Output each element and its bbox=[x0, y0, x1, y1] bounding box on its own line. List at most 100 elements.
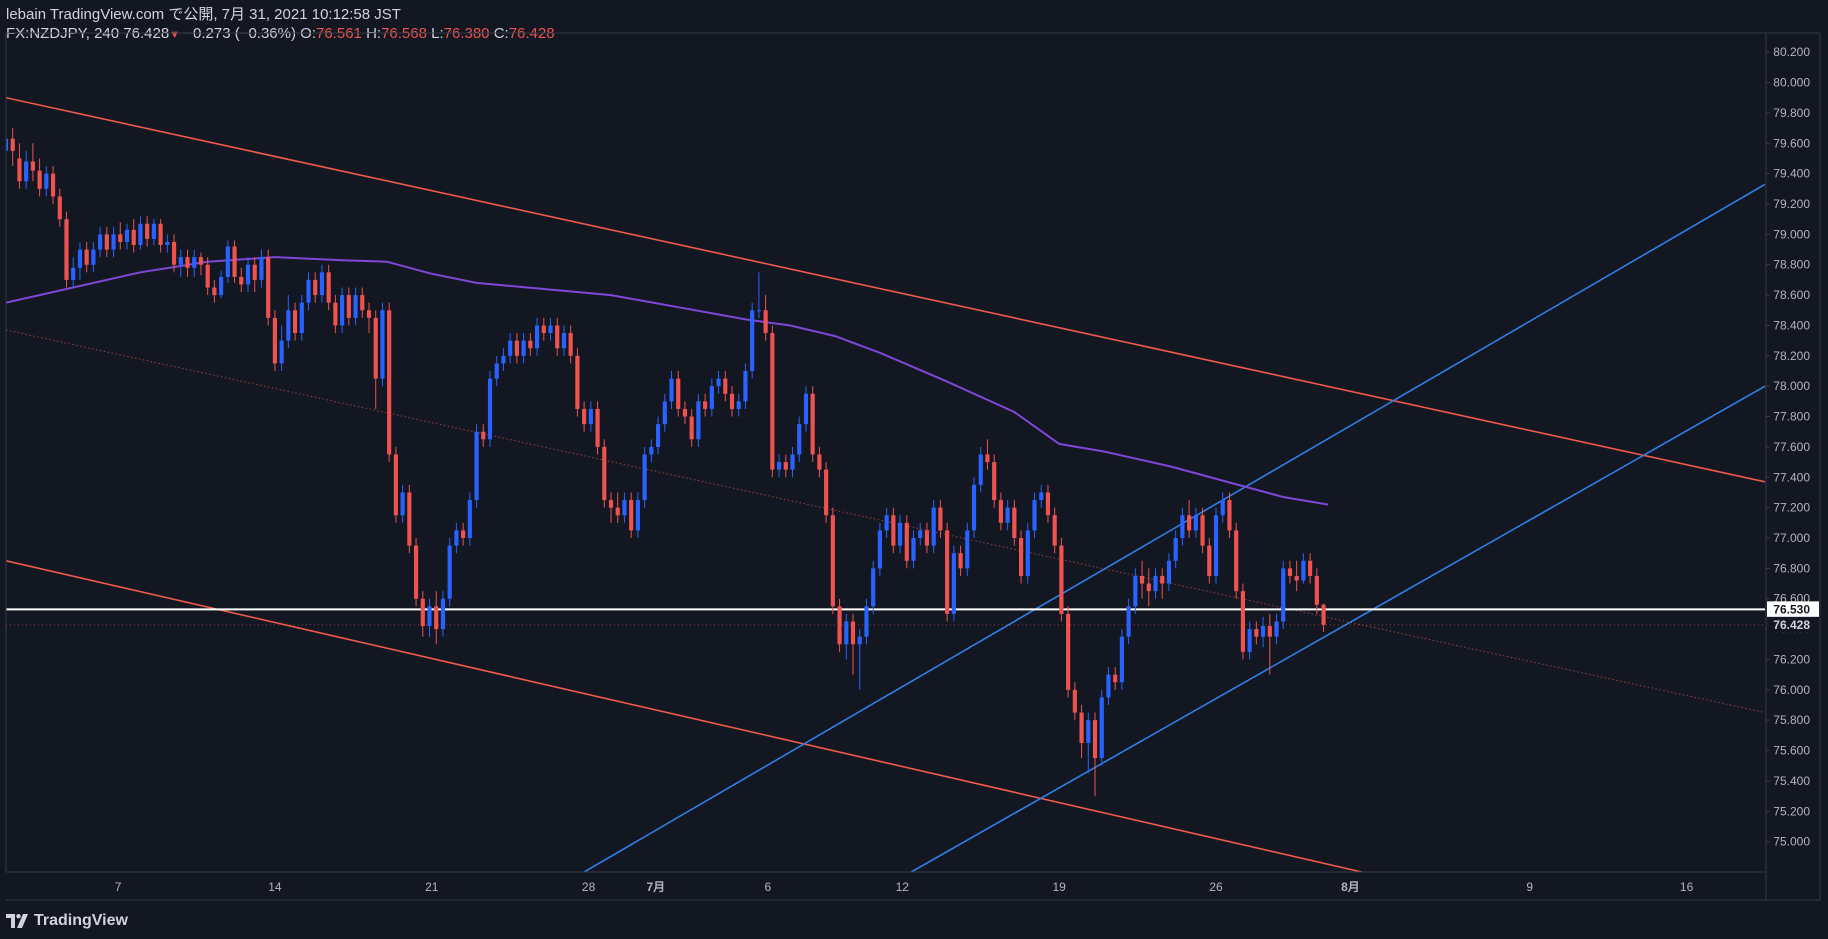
candle-body bbox=[279, 340, 284, 364]
candle bbox=[259, 249, 264, 288]
candle-body bbox=[1012, 507, 1017, 538]
candle bbox=[931, 500, 936, 554]
y-tick-label: 77.400 bbox=[1773, 470, 1810, 484]
candle bbox=[326, 264, 331, 311]
candle-body bbox=[286, 310, 291, 341]
candle bbox=[104, 226, 109, 258]
candle bbox=[373, 310, 378, 409]
candle bbox=[750, 302, 755, 379]
candle-body bbox=[1153, 575, 1158, 592]
candle bbox=[37, 158, 42, 197]
candle-body bbox=[266, 257, 271, 318]
candle bbox=[1052, 507, 1057, 554]
candle-body bbox=[1106, 674, 1111, 698]
candle bbox=[1301, 553, 1306, 584]
candle-body bbox=[871, 568, 876, 607]
candle bbox=[286, 295, 291, 349]
candle bbox=[1267, 613, 1272, 675]
candle-body bbox=[37, 170, 42, 189]
x-tick-label: 8月 bbox=[1341, 880, 1360, 894]
candle-body bbox=[992, 462, 997, 501]
candle bbox=[84, 241, 89, 273]
candle-body bbox=[608, 500, 614, 508]
candle-body bbox=[98, 234, 103, 250]
candle-body bbox=[252, 264, 257, 280]
x-tick-label: 28 bbox=[582, 880, 596, 894]
candle bbox=[380, 302, 385, 387]
candle-body bbox=[1193, 515, 1198, 531]
candle bbox=[575, 348, 580, 417]
candle bbox=[1106, 667, 1111, 705]
tradingview-footer[interactable]: TradingView bbox=[6, 910, 128, 932]
brand-name: TradingView bbox=[34, 912, 128, 929]
candle bbox=[1133, 568, 1138, 614]
candle bbox=[185, 249, 190, 277]
candle-body bbox=[602, 446, 607, 501]
candle-body bbox=[346, 295, 351, 318]
candle bbox=[971, 477, 977, 538]
candle bbox=[985, 439, 990, 470]
candle bbox=[884, 507, 889, 538]
candle bbox=[219, 270, 224, 299]
candle bbox=[313, 272, 318, 303]
candle bbox=[904, 515, 909, 569]
candle-body bbox=[192, 257, 197, 268]
candle-body bbox=[931, 507, 936, 546]
candle-body bbox=[1146, 583, 1151, 592]
candle bbox=[662, 393, 667, 432]
candle bbox=[857, 629, 862, 690]
candle bbox=[454, 522, 459, 554]
candle bbox=[1187, 500, 1192, 538]
candle-body bbox=[528, 340, 533, 349]
candle-body bbox=[313, 279, 318, 296]
candle-body bbox=[205, 264, 210, 288]
candle bbox=[790, 446, 795, 478]
candle-body bbox=[24, 161, 29, 182]
candle-body bbox=[1240, 591, 1245, 652]
x-tick-label: 7月 bbox=[646, 880, 665, 894]
candle-body bbox=[319, 272, 325, 296]
candle-body bbox=[1301, 560, 1306, 581]
candle-body bbox=[1314, 575, 1319, 605]
candle-body bbox=[736, 401, 741, 409]
trend-line-4 bbox=[910, 385, 1765, 872]
candle-body bbox=[467, 500, 472, 538]
candle bbox=[1213, 507, 1219, 584]
candle bbox=[555, 317, 560, 356]
candle-body bbox=[1018, 538, 1024, 576]
candle bbox=[158, 219, 163, 253]
candle bbox=[1220, 492, 1225, 523]
candle bbox=[797, 416, 802, 463]
candle bbox=[71, 257, 76, 288]
candle bbox=[91, 241, 96, 273]
candle-body bbox=[1254, 629, 1259, 637]
x-tick-label: 12 bbox=[896, 880, 910, 894]
candle-body bbox=[104, 234, 109, 250]
candle bbox=[1247, 621, 1252, 660]
candle-body bbox=[1113, 674, 1118, 683]
candle bbox=[1173, 530, 1178, 569]
moving-average-line bbox=[6, 256, 1329, 506]
candle bbox=[77, 241, 83, 280]
candle bbox=[165, 234, 170, 253]
y-tick-label: 79.800 bbox=[1773, 106, 1810, 120]
candle-body bbox=[387, 310, 392, 455]
candle bbox=[588, 401, 593, 432]
candle bbox=[924, 522, 930, 554]
candle bbox=[366, 302, 372, 334]
candle-body bbox=[1133, 575, 1138, 607]
y-tick-label: 76.000 bbox=[1773, 683, 1810, 697]
candle bbox=[514, 333, 519, 364]
candle-body bbox=[185, 257, 190, 268]
candle bbox=[198, 252, 204, 276]
candle-body bbox=[568, 333, 573, 356]
candle bbox=[1254, 621, 1259, 645]
candle-body bbox=[245, 264, 251, 285]
candle-body bbox=[461, 530, 466, 538]
horizontal-line-price-tag-text: 76.530 bbox=[1773, 602, 1810, 616]
candle bbox=[427, 598, 432, 637]
candle bbox=[44, 166, 49, 197]
candle bbox=[1308, 553, 1313, 584]
candle bbox=[1160, 568, 1165, 599]
